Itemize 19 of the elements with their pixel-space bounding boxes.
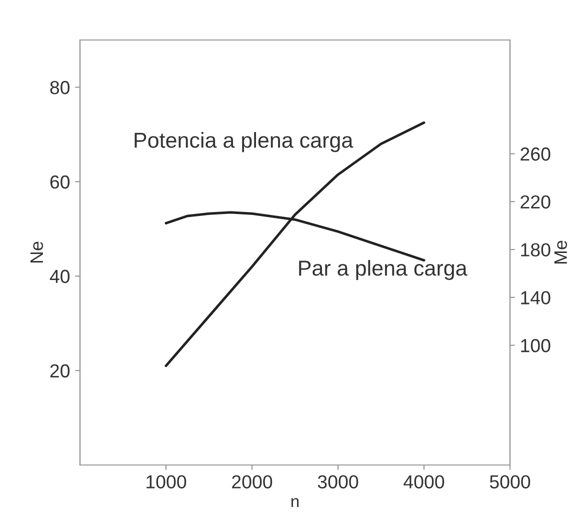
y-tick-label: 80 — [50, 80, 70, 94]
y2-tick-label: 140 — [521, 291, 550, 304]
y-tick-label: 40 — [50, 270, 70, 284]
y-tick-label: 60 — [50, 175, 70, 189]
x-tick-label: 3000 — [318, 475, 358, 488]
series-label: Potencia a plena carga — [134, 132, 354, 152]
y-tick-label: 20 — [50, 364, 70, 378]
x-tick-label: 4000 — [404, 475, 444, 488]
y2-tick-label: 220 — [520, 195, 550, 209]
series-label: Par a plena carga — [299, 260, 468, 280]
x-tick-label: 5000 — [490, 475, 530, 488]
x-axis-title: n — [291, 498, 299, 508]
y2-tick-label: 260 — [520, 147, 550, 161]
y-axis-title: Ne — [30, 242, 44, 263]
y2-tick-label: 180 — [521, 243, 550, 256]
x-tick-label: 2000 — [232, 475, 272, 488]
y2-axis-title: Me — [554, 240, 568, 264]
y2-tick-label: 100 — [521, 338, 550, 352]
x-tick-label: 1000 — [146, 475, 186, 488]
